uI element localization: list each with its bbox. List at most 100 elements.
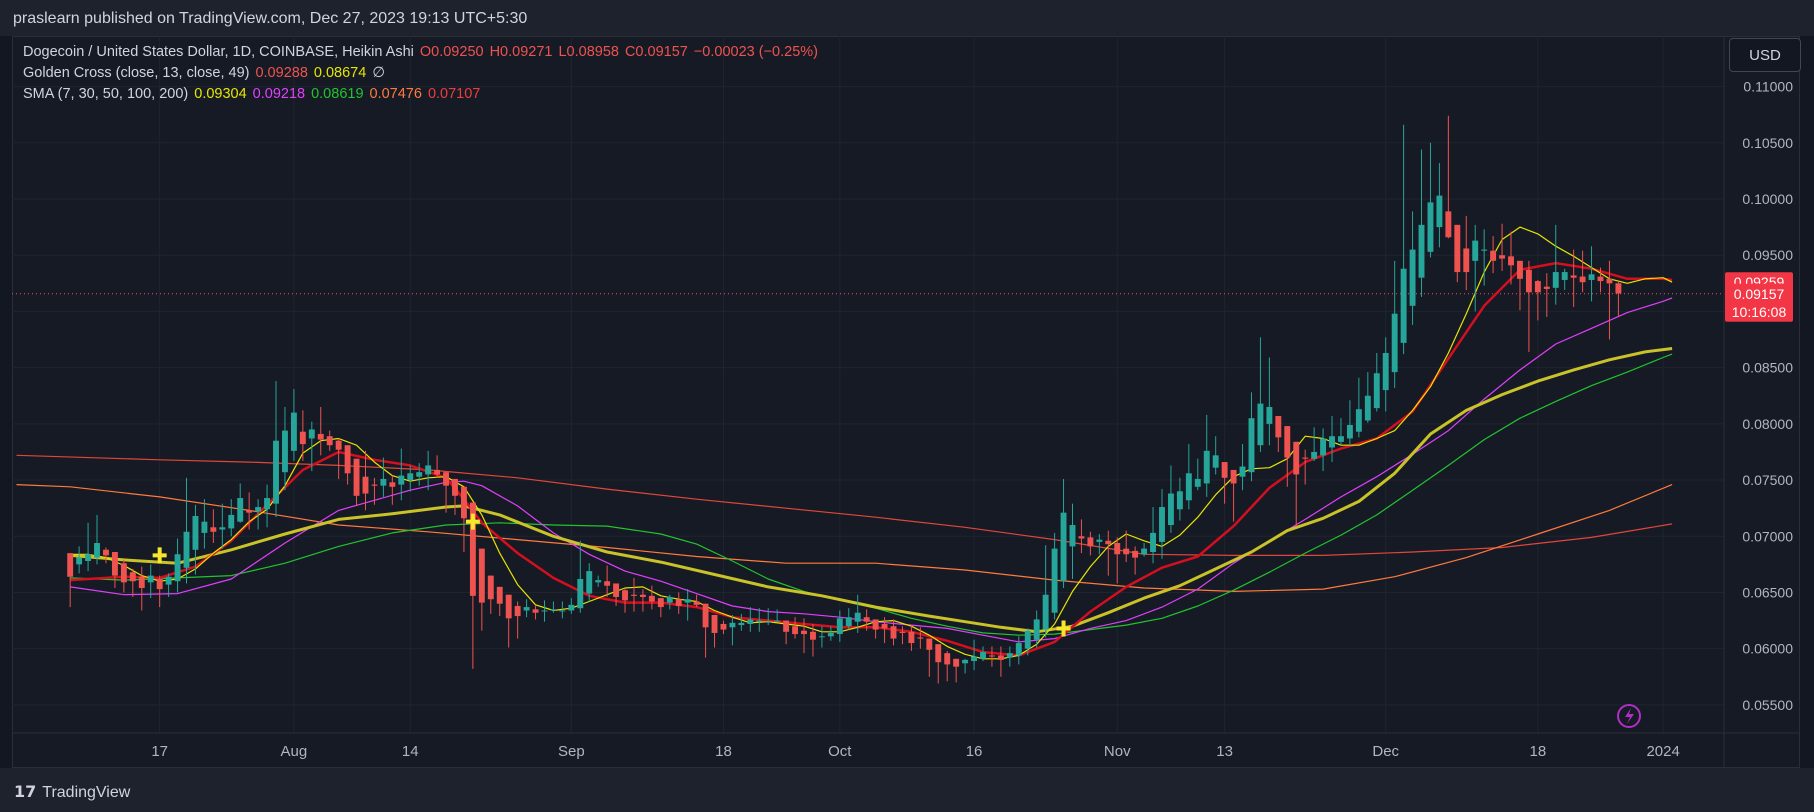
- candle-body: [1221, 462, 1228, 478]
- golden-cross-label: Golden Cross (close, 13, close, 49): [23, 65, 250, 81]
- ohlc-high: H0.09271: [489, 44, 553, 60]
- line-sma50: [70, 353, 1673, 636]
- candle-body: [1409, 249, 1416, 306]
- y-axis-label: 0.09500: [1742, 247, 1793, 263]
- footer: 17 TradingView: [0, 768, 1814, 812]
- candle-body: [380, 478, 387, 486]
- candle-body: [711, 614, 718, 633]
- candle-body: [550, 609, 557, 611]
- candle-body: [1552, 272, 1559, 288]
- candle-body: [1060, 512, 1067, 582]
- candle-body: [881, 623, 888, 629]
- candle-body: [1257, 403, 1264, 446]
- candle-body: [541, 610, 548, 612]
- y-axis-label: 0.06500: [1742, 584, 1793, 600]
- candle-body: [1078, 536, 1085, 539]
- top-bar: praslearn published on TradingView.com, …: [0, 0, 1814, 36]
- legend-symbol-row[interactable]: Dogecoin / United States Dollar, 1D, COI…: [23, 44, 824, 60]
- tradingview-brand: TradingView: [42, 784, 131, 801]
- candle-body: [326, 436, 333, 446]
- candle-body: [1024, 630, 1031, 649]
- candle-body: [1087, 537, 1094, 547]
- candle-body: [1320, 438, 1327, 456]
- sma100-value: 0.07476: [369, 86, 422, 102]
- candle-body: [595, 580, 602, 583]
- candle-body: [1284, 426, 1291, 458]
- candle-body: [1176, 491, 1183, 510]
- candle-body: [1051, 548, 1058, 613]
- candles: [67, 115, 1622, 684]
- candle-body: [908, 631, 915, 644]
- candle-body: [344, 445, 351, 474]
- publish-info: praslearn published on TradingView.com, …: [13, 10, 528, 27]
- candle-body: [1561, 272, 1568, 280]
- candle-body: [237, 498, 244, 522]
- candle-body: [299, 431, 306, 445]
- indicator-lines: [16, 226, 1673, 660]
- candle-body: [631, 594, 637, 596]
- sma200-value: 0.07107: [427, 86, 481, 102]
- tradingview-logo[interactable]: 17 TradingView: [14, 782, 130, 802]
- candle-body: [899, 631, 906, 633]
- candle-body: [416, 472, 423, 477]
- candle-body: [1490, 250, 1497, 261]
- x-axis-label: 14: [402, 743, 419, 760]
- candle-body: [1338, 436, 1344, 442]
- candle-body: [1239, 466, 1246, 477]
- golden-cross-marker: [1056, 620, 1071, 637]
- candle-body: [273, 440, 279, 504]
- tradingview-icon: 17: [14, 782, 37, 801]
- y-axis-label: 0.10000: [1742, 191, 1793, 207]
- candle-body: [371, 484, 378, 486]
- candle-body: [756, 620, 763, 622]
- candle-body: [1006, 653, 1013, 658]
- candle-body: [1499, 255, 1506, 259]
- candle-body: [67, 553, 74, 577]
- legend-sma-row[interactable]: SMA (7, 30, 50, 100, 200) 0.09304 0.09218 0…: [23, 86, 486, 102]
- candle-body: [514, 605, 521, 617]
- candle-body: [613, 583, 620, 597]
- candle-body: [1275, 415, 1282, 438]
- legend-golden-cross-row[interactable]: Golden Cross (close, 13, close, 49) 0.092…: [23, 65, 391, 81]
- candle-body: [1212, 455, 1219, 468]
- candle-body: [1615, 283, 1622, 294]
- candle-body: [774, 620, 781, 622]
- x-axis-label: Dec: [1372, 743, 1399, 760]
- x-axis-label: 16: [966, 743, 983, 760]
- candle-body: [389, 482, 396, 487]
- candle-body: [1302, 457, 1309, 459]
- candle-body: [845, 617, 852, 627]
- axes: 0.05500 0.06000 0.06500 0.07000 0.07500 0.080…: [12, 36, 1800, 768]
- candle-body: [129, 572, 136, 582]
- line-sma100: [16, 484, 1673, 593]
- candle-body: [335, 440, 342, 450]
- candle-body: [487, 575, 494, 600]
- candle-body: [953, 658, 960, 667]
- candle-body: [1472, 240, 1479, 261]
- candle-body: [120, 563, 127, 583]
- y-axis-label: 0.10500: [1742, 135, 1793, 151]
- candle-body: [1454, 224, 1461, 273]
- candle-body: [398, 475, 405, 485]
- sma30-value: 0.09218: [252, 86, 306, 102]
- candle-body: [917, 637, 924, 639]
- candle-body: [1382, 353, 1389, 391]
- candle-body: [818, 636, 825, 638]
- x-axis-label: Oct: [828, 743, 852, 760]
- golden-cross-markers: [152, 513, 1641, 728]
- candle-body: [827, 632, 834, 637]
- currency-button[interactable]: USD: [1729, 38, 1801, 72]
- ohlc-close: C0.09157: [624, 44, 688, 60]
- candle-body: [1311, 451, 1318, 459]
- candle-body: [792, 626, 799, 635]
- y-axis-label: 0.07500: [1742, 472, 1793, 488]
- candle-body: [1096, 539, 1103, 542]
- candle-body: [1364, 395, 1371, 421]
- candle-body: [94, 543, 100, 558]
- x-axis-label: Sep: [558, 743, 585, 760]
- candle-body: [138, 576, 145, 588]
- candle-body: [1293, 441, 1300, 475]
- x-axis-label: Aug: [281, 743, 308, 760]
